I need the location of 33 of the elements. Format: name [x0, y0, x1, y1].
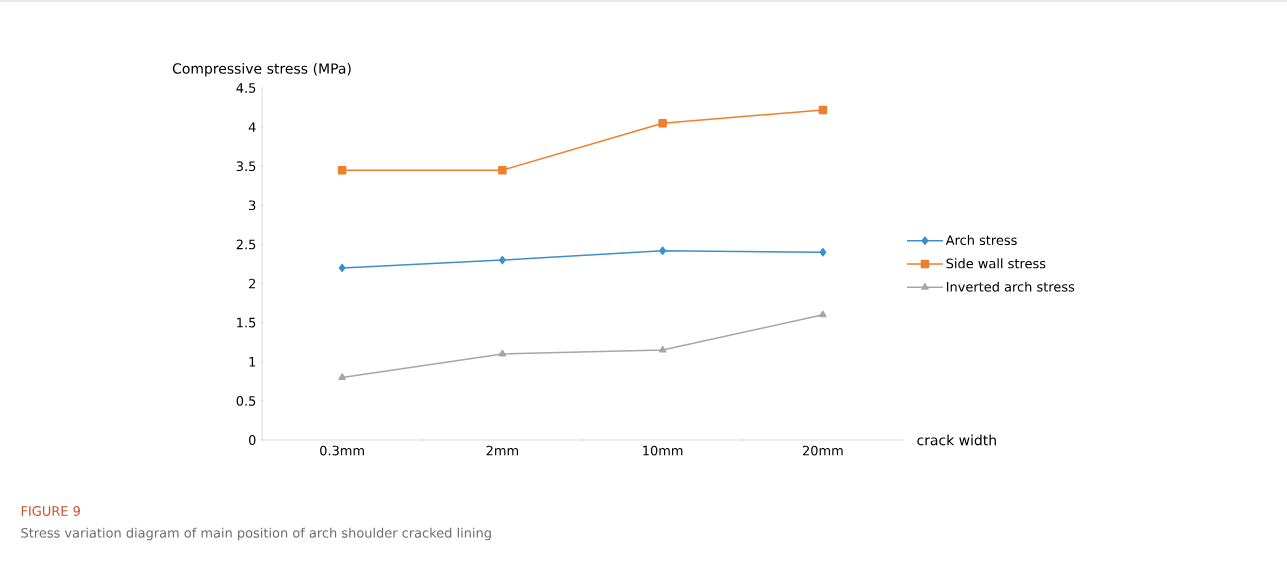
x-tick-label: 10mm — [643, 445, 683, 456]
y-tick-label: 4.5 — [236, 83, 256, 93]
x-tick-label: 0.3mm — [320, 445, 364, 456]
y-tick-label: 2 — [249, 278, 256, 289]
point — [659, 246, 667, 255]
y-tick-label: 1 — [249, 357, 256, 367]
y-tick-label: 3.5 — [236, 161, 256, 172]
point — [819, 248, 827, 257]
y-tick-label: 0.5 — [236, 395, 256, 406]
legend-label: Inverted arch stress — [946, 281, 1075, 292]
legend-label: Side wall stress — [946, 258, 1046, 269]
y-tick-label: 2.5 — [236, 239, 256, 250]
x-tick-label: 20mm — [802, 445, 843, 456]
point — [819, 310, 827, 318]
y-tick-label: 4 — [248, 122, 256, 132]
point — [818, 105, 828, 115]
y-tick-label: 3 — [249, 200, 256, 211]
point — [658, 345, 667, 353]
point — [499, 255, 506, 265]
point — [498, 349, 507, 357]
x-axis-title: crack width — [917, 434, 996, 446]
y-tick-label: 0 — [248, 435, 256, 445]
legend-label: Arch stress — [945, 235, 1017, 246]
caption: FIGURE 9 — [21, 506, 80, 516]
text: Stress variation diagram of main position of arch shoulder cracked lining — [21, 527, 491, 541]
point — [338, 373, 346, 380]
y-axis-title: Compressive stress (MPa) — [172, 62, 351, 77]
point — [498, 165, 507, 175]
point — [337, 165, 347, 175]
point — [338, 263, 346, 273]
point — [658, 118, 667, 128]
y-tick-label: 1.5 — [237, 317, 256, 328]
x-tick-label: 2mm — [486, 445, 519, 456]
